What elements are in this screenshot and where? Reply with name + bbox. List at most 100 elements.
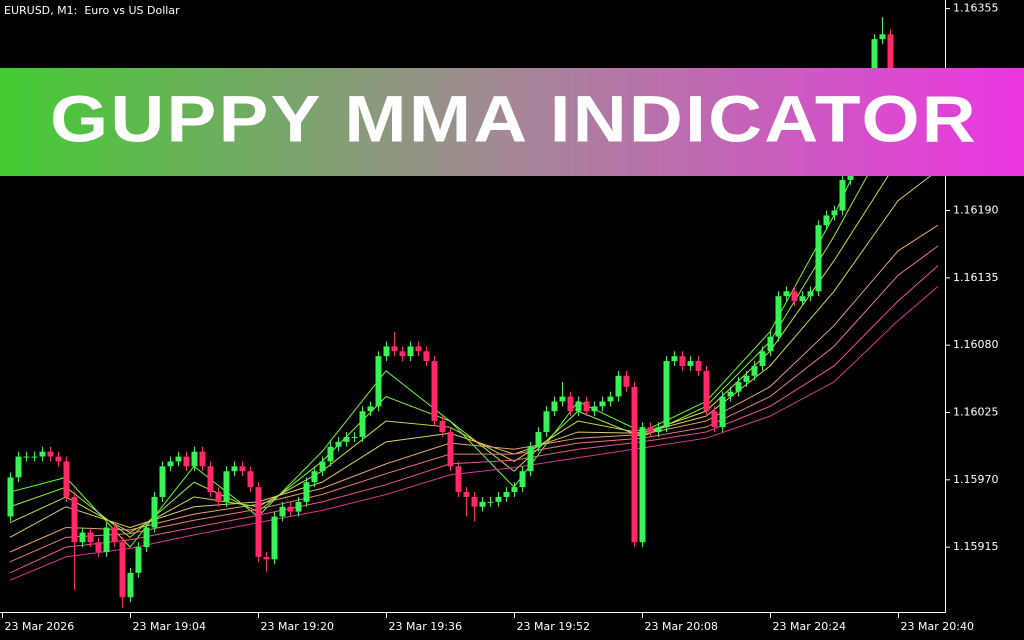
candle-body bbox=[279, 506, 286, 517]
candle-body bbox=[15, 456, 22, 478]
axes: 1.16355 1.16190 1.16135 1.16080 1.16025 1.159… bbox=[2, 2, 999, 633]
candle-body bbox=[167, 461, 174, 467]
candle-body bbox=[423, 351, 430, 362]
x-tick-label: 23 Mar 19:04 bbox=[133, 620, 206, 633]
candle-body bbox=[95, 542, 102, 553]
candle-body bbox=[327, 446, 334, 462]
candle-body bbox=[527, 446, 534, 472]
x-tick-label: 23 Mar 19:20 bbox=[261, 620, 334, 633]
candle-body bbox=[415, 346, 422, 352]
candle-body bbox=[487, 501, 494, 503]
candle-body bbox=[655, 427, 662, 433]
candle-body bbox=[663, 361, 670, 428]
candle-body bbox=[247, 471, 254, 488]
candle-body bbox=[359, 411, 366, 437]
candle-body bbox=[351, 436, 358, 438]
candle-body bbox=[175, 456, 182, 462]
candle-body bbox=[455, 466, 462, 493]
mma-line bbox=[9, 245, 939, 563]
candle-body bbox=[7, 477, 14, 517]
candle-body bbox=[815, 225, 822, 292]
candle-body bbox=[591, 406, 598, 412]
candle-body bbox=[479, 501, 486, 507]
x-tick-label: 23 Mar 2026 bbox=[5, 620, 75, 633]
candle-body bbox=[671, 356, 678, 362]
x-tick-label: 23 Mar 19:52 bbox=[517, 620, 590, 633]
y-tick-label: 1.15970 bbox=[953, 473, 999, 486]
candle-body bbox=[623, 375, 630, 387]
candle-body bbox=[335, 441, 342, 447]
y-tick-label: 1.15915 bbox=[953, 540, 999, 553]
candle-body bbox=[191, 451, 198, 467]
candle-body bbox=[431, 361, 438, 422]
candle-body bbox=[711, 411, 718, 428]
candle-body bbox=[471, 496, 478, 507]
candle-body bbox=[631, 386, 638, 543]
candle-body bbox=[871, 39, 878, 85]
candle-body bbox=[735, 381, 742, 392]
candle-body bbox=[383, 346, 390, 357]
candle-body bbox=[511, 487, 518, 493]
x-tick-label: 23 Mar 20:08 bbox=[645, 620, 718, 633]
candle-body bbox=[119, 542, 126, 598]
candle-body bbox=[743, 375, 750, 382]
mma-line bbox=[9, 224, 939, 553]
candle-body bbox=[255, 487, 262, 557]
candle-body bbox=[223, 471, 230, 502]
y-tick-label: 1.16080 bbox=[953, 338, 999, 351]
candle-body bbox=[71, 496, 78, 543]
candle-body bbox=[463, 492, 470, 497]
candle-body bbox=[375, 356, 382, 407]
mma-line bbox=[9, 265, 939, 574]
candle-body bbox=[783, 291, 790, 297]
candle-body bbox=[367, 406, 374, 412]
chart-title: EURUSD, M1: Euro vs US Dollar bbox=[4, 4, 180, 17]
candle-body bbox=[575, 401, 582, 412]
y-tick-label: 1.16355 bbox=[953, 2, 999, 15]
y-tick-label: 1.16025 bbox=[953, 405, 999, 418]
candle-body bbox=[143, 527, 150, 548]
candle-body bbox=[439, 421, 446, 433]
plot-area bbox=[7, 17, 939, 609]
candle-body bbox=[31, 456, 38, 458]
candle-body bbox=[103, 527, 110, 553]
candle-body bbox=[751, 365, 758, 376]
candle-body bbox=[271, 516, 278, 560]
candle-body bbox=[695, 361, 702, 371]
banner: GUPPY MMA INDICATOR bbox=[0, 68, 1024, 176]
candle-body bbox=[207, 466, 214, 493]
candle-body bbox=[215, 492, 222, 502]
candle-body bbox=[639, 427, 646, 543]
banner-text: GUPPY MMA INDICATOR bbox=[50, 81, 978, 155]
candle-body bbox=[767, 336, 774, 352]
candle-body bbox=[343, 436, 350, 442]
candle-body bbox=[263, 556, 270, 560]
candle-body bbox=[687, 361, 694, 366]
candle-body bbox=[127, 572, 134, 598]
candle-body bbox=[607, 396, 614, 402]
candle-body bbox=[727, 391, 734, 397]
candle-body bbox=[159, 466, 166, 497]
candle-body bbox=[47, 451, 54, 457]
candle-body bbox=[495, 496, 502, 502]
y-tick-label: 1.16190 bbox=[953, 204, 999, 217]
candle-body bbox=[703, 370, 710, 412]
candle-body bbox=[311, 471, 318, 483]
candle-body bbox=[775, 296, 782, 337]
candle-body bbox=[23, 456, 30, 458]
candle-body bbox=[719, 396, 726, 428]
candle-body bbox=[679, 356, 686, 366]
candle-body bbox=[551, 401, 558, 412]
candle-body bbox=[319, 461, 326, 472]
candle-body bbox=[39, 451, 46, 457]
candle-body bbox=[151, 496, 158, 528]
candle-body bbox=[295, 501, 302, 512]
candle-body bbox=[79, 532, 86, 543]
y-tick-label: 1.16135 bbox=[953, 271, 999, 284]
banner-background bbox=[0, 68, 1024, 176]
candle-body bbox=[407, 346, 414, 357]
candle-body bbox=[303, 482, 310, 502]
candle-body bbox=[399, 351, 406, 357]
